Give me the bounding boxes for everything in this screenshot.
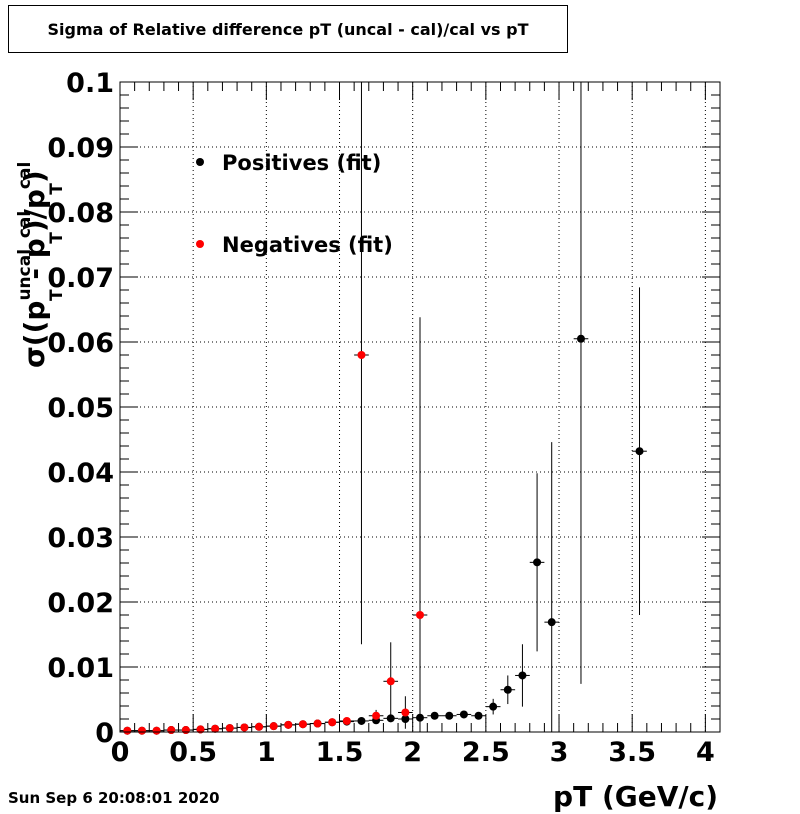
legend-marker-positives [196,158,204,166]
x-tick-label: 0.5 [169,737,217,768]
data-point-positives [459,710,468,719]
data-point-positives [386,714,395,723]
data-point-negatives [255,722,264,731]
y-tick-label: 0.05 [47,393,114,424]
x-tick-label: 1.5 [316,737,364,768]
y-tick-label: 0.03 [47,523,114,554]
data-point-negatives [342,716,351,725]
x-tick-label: 3 [550,737,569,768]
data-point-positives [489,702,498,711]
chart-title: Sigma of Relative difference pT (uncal -… [47,19,529,39]
y-tick-label: 0.1 [66,68,114,99]
data-point-positives [635,447,644,456]
legend: Positives (fit) Negatives (fit) [196,151,393,257]
data-point-negatives [269,722,278,731]
x-tick-label: 1 [257,737,276,768]
y-tick-label: 0.04 [47,458,114,489]
y-tick-label: 0.07 [47,263,114,294]
chart-title-box: Sigma of Relative difference pT (uncal -… [8,5,568,53]
x-tick-label: 4 [696,737,715,768]
tick-labels: 0 0.5 1 1.5 2 2.5 3 3.5 4 0 0.01 0.02 0.03 0.04 0.05 0.… [47,68,714,768]
y-axis-title: σ((puncal T - pcal T)/pcal T) [15,162,67,368]
data-point-negatives [328,718,337,727]
legend-marker-negatives [196,240,204,248]
data-point-negatives [386,677,395,686]
data-point-negatives [298,720,307,729]
data-point-negatives [240,723,249,732]
legend-label-negatives: Negatives (fit) [222,233,393,257]
data-point-positives [430,711,439,720]
x-tick-label: 2 [403,737,422,768]
x-axis-title: pT (GeV/c) [553,780,718,813]
data-point-negatives [137,726,146,735]
data-points [123,334,644,735]
x-tick-label: 0 [111,737,130,768]
y-tick-label: 0.02 [47,588,114,619]
x-tick-label: 2.5 [462,737,510,768]
data-point-positives [518,671,527,680]
data-point-negatives [401,708,410,717]
y-tick-label: 0.06 [47,328,114,359]
data-point-positives [576,334,585,343]
data-point-negatives [357,351,366,359]
y-tick-label: 0.09 [47,133,114,164]
data-point-positives [533,558,542,567]
data-point-negatives [372,711,381,720]
axis-ticks [119,81,720,733]
data-point-positives [357,716,366,725]
timestamp: Sun Sep 6 20:08:01 2020 [8,789,220,807]
data-point-negatives [284,720,293,729]
data-point-positives [416,713,424,722]
y-tick-label: 0.08 [47,198,114,229]
data-point-negatives [167,726,176,735]
x-tick-label: 3.5 [608,737,656,768]
y-tick-label: 0.01 [47,653,114,684]
y-tick-label: 0 [95,718,114,749]
data-point-negatives [123,726,132,735]
data-point-positives [503,685,512,694]
data-point-positives [547,618,556,627]
data-point-negatives [211,724,220,733]
data-point-positives [445,711,454,720]
data-point-negatives [152,726,161,735]
data-point-negatives [416,611,424,619]
data-point-negatives [181,726,190,735]
data-point-negatives [196,725,205,734]
legend-label-positives: Positives (fit) [222,151,381,175]
data-point-positives [401,715,410,723]
data-point-negatives [313,719,322,728]
error-bars [120,82,647,732]
data-point-negatives [225,724,234,733]
data-point-positives [474,711,483,720]
